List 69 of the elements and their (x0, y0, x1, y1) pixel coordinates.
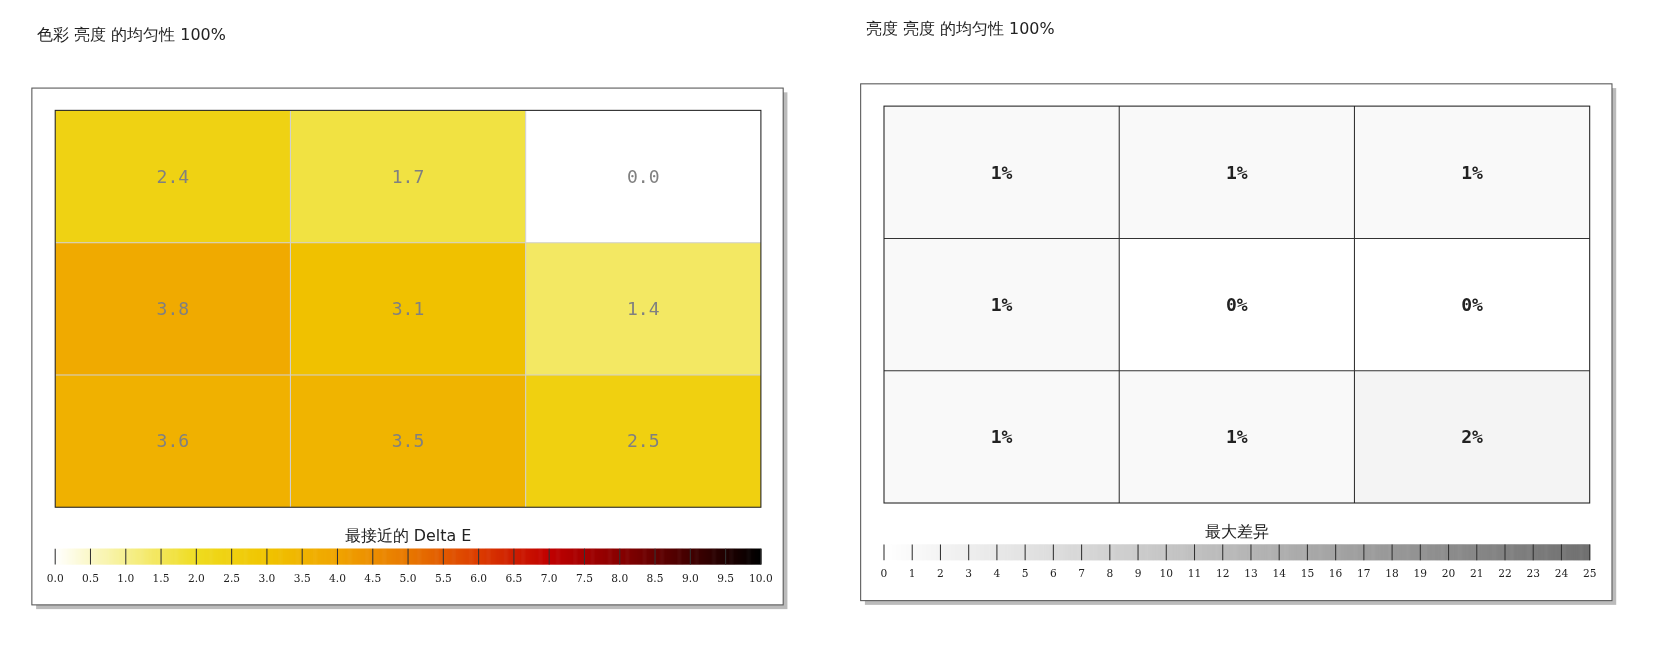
data-label: 2.4 (156, 165, 190, 187)
data-label: 3.8 (156, 298, 190, 320)
color-bar-label: 1.0 (117, 571, 135, 585)
data-label: 0% (1225, 293, 1248, 315)
data-label: 1.4 (627, 298, 660, 320)
data-label: 1% (990, 161, 1013, 183)
color-bar-label: 7.0 (540, 571, 558, 585)
color-bar-label: 10 (1159, 567, 1174, 581)
color-bar-label: 0.5 (82, 571, 99, 585)
color-bar-label: 4.0 (329, 571, 347, 585)
data-label: 0% (1461, 293, 1484, 315)
color-bar-label: 7.5 (576, 571, 593, 585)
color-bar-label: 7 (1078, 567, 1085, 581)
data-label: 1.7 (391, 165, 425, 187)
color-bar-label: 1.5 (152, 571, 170, 585)
color-bar-label: 6 (1049, 567, 1057, 581)
color-bar-label: 8 (1106, 567, 1114, 581)
color-bar-label: 24 (1554, 567, 1569, 581)
chart-title: 亮度 亮度 的均匀性 100% (865, 18, 1055, 38)
color-bar-label: 23 (1526, 567, 1540, 581)
color-bar-label: 8.5 (646, 571, 664, 585)
color-bar-label: 0 (880, 567, 888, 581)
color-bar-label: 5 (1021, 567, 1029, 581)
data-label: 1% (990, 293, 1013, 315)
color-bar-label: 22 (1498, 567, 1512, 581)
color-bar-label: 5.5 (434, 571, 452, 585)
color-bar-label: 21 (1470, 567, 1484, 581)
color-bar-label: 3.0 (258, 571, 276, 585)
color-bar-label: 16 (1328, 567, 1343, 581)
data-label: 1% (1461, 161, 1484, 183)
color-bar-label: 2 (937, 567, 944, 581)
data-label: 3.6 (156, 430, 190, 452)
color-bar-label: 17 (1357, 567, 1371, 581)
color-bar-label: 6.5 (505, 571, 523, 585)
data-label: 2.5 (627, 430, 660, 452)
data-label: 0.0 (627, 165, 660, 187)
color-bar-label: 5.0 (399, 571, 417, 585)
data-label: 3.5 (391, 430, 425, 452)
color-bar-label: 25 (1582, 567, 1597, 581)
color-bar-label: 9.5 (717, 571, 735, 585)
color-bar-label: 4.5 (364, 571, 382, 585)
color-bar-label: 6.0 (470, 571, 488, 585)
color-bar-label: 3.5 (293, 571, 311, 585)
color-bar-label: 18 (1385, 567, 1400, 581)
color-bar-label: 13 (1244, 567, 1258, 581)
color-bar-label: 11 (1187, 567, 1202, 581)
color-bar-label: 2.5 (223, 571, 241, 585)
color-bar-label: 9.0 (681, 571, 700, 585)
data-label: 1% (1225, 426, 1248, 448)
color-bar-label: 15 (1300, 567, 1315, 581)
color-bar-title: 最大差异 (1204, 521, 1269, 541)
color-bar-label: 10.0 (749, 571, 773, 585)
color-bar-label: 9 (1134, 567, 1142, 581)
color-bar-title: 最接近的 Delta E (344, 526, 472, 546)
color-bar-label: 4 (993, 567, 1001, 581)
data-label: 1% (1225, 161, 1248, 183)
color-bar-label: 8.0 (611, 571, 629, 585)
color-bar-label: 19 (1413, 567, 1428, 581)
color-bar-label: 2.0 (187, 571, 206, 585)
color-bar-label: 14 (1272, 567, 1287, 581)
data-label: 3.1 (391, 298, 425, 320)
color-bar-label: 3 (965, 567, 973, 581)
color-bar-label: 0.0 (46, 571, 64, 585)
color-bar-label: 12 (1215, 567, 1230, 581)
data-label: 2% (1461, 426, 1484, 448)
chart-title: 色彩 亮度 的均匀性 100% (37, 25, 226, 45)
color-bar-label: 20 (1441, 567, 1456, 581)
data-label: 1% (990, 426, 1013, 448)
color-bar-label: 1 (908, 567, 916, 581)
